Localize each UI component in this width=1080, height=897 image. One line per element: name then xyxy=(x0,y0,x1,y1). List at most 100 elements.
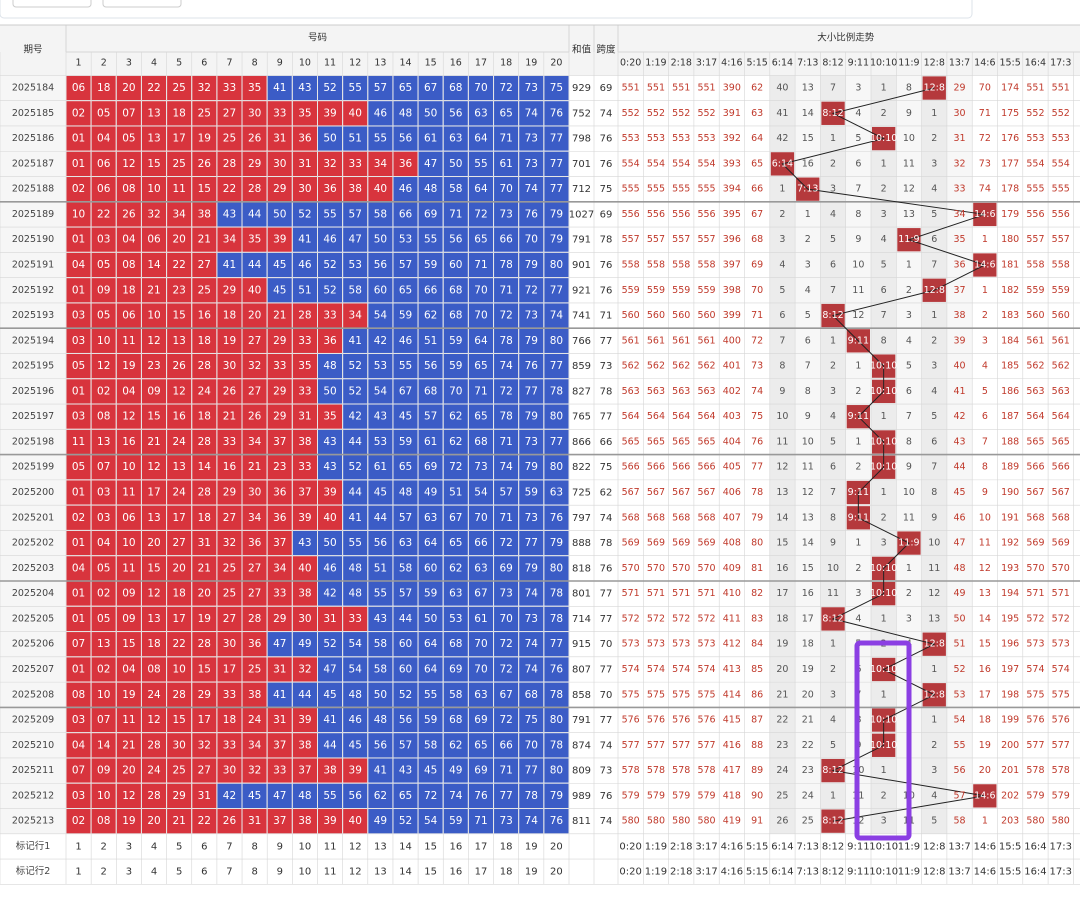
ball-number: 72 xyxy=(499,638,512,650)
span: 76 xyxy=(600,260,613,271)
ball-number: 80 xyxy=(550,411,563,423)
omission-count: 417 xyxy=(723,765,741,776)
ball-number: 04 xyxy=(122,385,136,397)
omission-count: 574 xyxy=(622,664,640,675)
omission-count: 6 xyxy=(805,335,811,346)
omission-count: 571 xyxy=(672,588,690,599)
omission-count: 579 xyxy=(1026,790,1044,801)
omission-count: 573 xyxy=(697,639,715,650)
ball-cell xyxy=(467,605,495,633)
omission-count: 56 xyxy=(954,765,966,776)
span: 66 xyxy=(600,437,613,448)
ball-number: 27 xyxy=(248,385,261,397)
ball-number: 70 xyxy=(474,663,487,675)
omission-count: 5 xyxy=(906,361,912,372)
omission-count: 63 xyxy=(751,108,763,119)
footer-number: 12 xyxy=(349,841,362,852)
ball-number: 68 xyxy=(424,385,437,397)
top-button[interactable] xyxy=(12,0,92,8)
omission-count: 1 xyxy=(881,689,887,700)
ball-number: 21 xyxy=(198,562,211,574)
omission-count: 2 xyxy=(881,790,887,801)
omission-count: 563 xyxy=(697,386,715,397)
omission-count: 407 xyxy=(723,512,741,523)
omission-count: 555 xyxy=(622,184,640,195)
sum: 791 xyxy=(572,235,591,246)
ball-cell xyxy=(291,176,319,203)
omission-count: 578 xyxy=(1052,765,1070,776)
hit-ratio: 8:12 xyxy=(822,613,843,624)
ball-number: 50 xyxy=(374,234,387,246)
ball-number: 08 xyxy=(72,689,85,701)
omission-count: 2 xyxy=(855,563,861,574)
omission-count: 5 xyxy=(982,386,988,397)
ball-number: 31 xyxy=(273,663,286,675)
omission-count: 573 xyxy=(672,639,690,650)
omission-count: 1 xyxy=(881,158,887,169)
omission-count: 580 xyxy=(1026,816,1044,827)
ball-number: 27 xyxy=(223,107,236,119)
omission-count: 22 xyxy=(802,740,814,751)
ball-cell xyxy=(518,681,545,708)
ball-number: 03 xyxy=(72,714,85,726)
sum: 1027 xyxy=(569,209,594,220)
ball-cell xyxy=(115,100,142,127)
omission-count: 570 xyxy=(697,563,715,574)
number-column: 5 xyxy=(176,58,182,69)
omission-count: 564 xyxy=(672,411,690,422)
ball-number: 10 xyxy=(122,461,135,473)
omission-count: 50 xyxy=(954,613,966,624)
span: 76 xyxy=(600,159,613,170)
omission-count: 573 xyxy=(622,639,640,650)
sum: 859 xyxy=(572,361,591,372)
omission-count: 562 xyxy=(647,361,665,372)
number-column: 19 xyxy=(525,58,537,69)
omission-count: 49 xyxy=(954,588,966,599)
ball-number: 61 xyxy=(424,436,437,448)
ball-number: 36 xyxy=(323,183,337,195)
ball-number: 44 xyxy=(349,487,363,499)
ball-number: 60 xyxy=(399,663,412,675)
period: 2025184 xyxy=(12,83,54,94)
omission-count: 71 xyxy=(979,108,991,119)
ball-cell xyxy=(467,706,495,734)
ball-number: 47 xyxy=(349,234,362,246)
ball-number: 32 xyxy=(198,739,211,751)
top-button[interactable] xyxy=(102,0,182,8)
ball-number: 02 xyxy=(97,385,110,397)
omission-count: 3 xyxy=(881,816,887,827)
omission-count: 197 xyxy=(1001,664,1019,675)
omission-count: 574 xyxy=(647,664,665,675)
ball-number: 55 xyxy=(399,360,412,372)
ball-number: 53 xyxy=(374,436,387,448)
footer-label: 标记行1 xyxy=(16,840,51,852)
omission-count: 11 xyxy=(852,285,864,296)
ball-number: 66 xyxy=(499,739,513,751)
omission-count: 567 xyxy=(672,487,690,498)
omission-count: 576 xyxy=(1026,715,1044,726)
ball-number: 72 xyxy=(474,208,487,220)
ball-number: 40 xyxy=(323,512,336,524)
ball-number: 58 xyxy=(449,183,462,195)
ball-number: 22 xyxy=(97,208,110,220)
ball-number: 48 xyxy=(399,487,412,499)
ball-number: 62 xyxy=(449,436,462,448)
ball-number: 41 xyxy=(323,714,336,726)
omission-count: 576 xyxy=(697,715,715,726)
ball-cell xyxy=(543,125,570,152)
period-cell xyxy=(0,757,66,784)
omission-count: 570 xyxy=(1052,563,1070,574)
omission-count: 563 xyxy=(672,386,690,397)
ratio-column: 9:11 xyxy=(848,58,869,69)
ball-number: 64 xyxy=(474,133,488,145)
omission-count: 14 xyxy=(776,512,788,523)
omission-count: 4 xyxy=(881,234,887,245)
ball-number: 12 xyxy=(122,411,135,423)
ball-number: 54 xyxy=(424,815,438,827)
ball-cell xyxy=(342,277,369,304)
ball-number: 72 xyxy=(499,82,512,94)
ball-cell xyxy=(166,681,193,708)
omission-count: 25 xyxy=(776,790,788,801)
omission-count: 4 xyxy=(779,260,785,271)
ball-cell xyxy=(241,74,268,102)
